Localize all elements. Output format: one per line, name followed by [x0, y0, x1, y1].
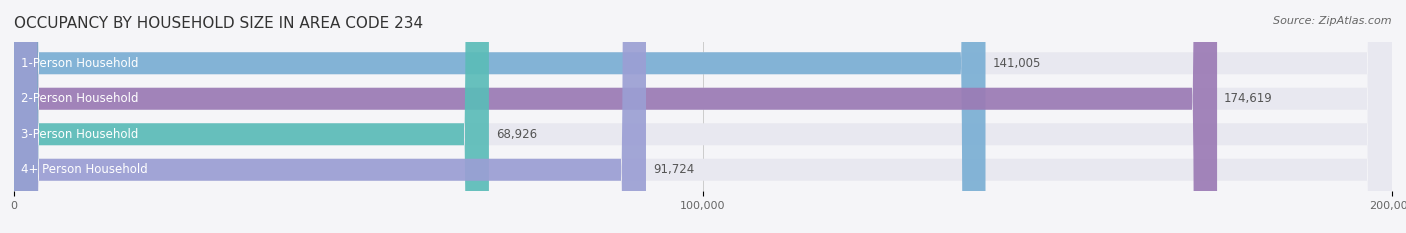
FancyBboxPatch shape	[14, 0, 1392, 233]
FancyBboxPatch shape	[14, 0, 1392, 233]
Text: 2-Person Household: 2-Person Household	[21, 92, 138, 105]
Text: 91,724: 91,724	[652, 163, 695, 176]
Text: 174,619: 174,619	[1225, 92, 1272, 105]
FancyBboxPatch shape	[14, 0, 645, 233]
Text: OCCUPANCY BY HOUSEHOLD SIZE IN AREA CODE 234: OCCUPANCY BY HOUSEHOLD SIZE IN AREA CODE…	[14, 16, 423, 31]
FancyBboxPatch shape	[14, 0, 1392, 233]
Text: 141,005: 141,005	[993, 57, 1040, 70]
Text: 68,926: 68,926	[496, 128, 537, 141]
Text: 1-Person Household: 1-Person Household	[21, 57, 138, 70]
FancyBboxPatch shape	[14, 0, 489, 233]
Text: Source: ZipAtlas.com: Source: ZipAtlas.com	[1274, 16, 1392, 26]
Text: 4+ Person Household: 4+ Person Household	[21, 163, 148, 176]
FancyBboxPatch shape	[14, 0, 1392, 233]
Text: 3-Person Household: 3-Person Household	[21, 128, 138, 141]
FancyBboxPatch shape	[14, 0, 1218, 233]
FancyBboxPatch shape	[14, 0, 986, 233]
